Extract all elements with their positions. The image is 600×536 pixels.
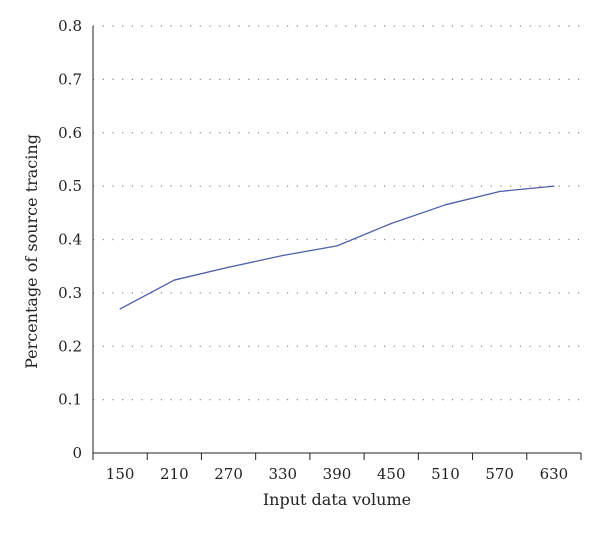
y-tick-label: 0.6 — [58, 124, 82, 142]
y-tick-label: 0.3 — [58, 284, 82, 302]
y-axis-title: Percentage of source tracing — [22, 134, 41, 369]
data-point — [499, 190, 501, 193]
x-tick-label: 570 — [485, 465, 514, 483]
data-point — [227, 266, 230, 268]
data-point — [444, 204, 447, 206]
data-point — [119, 308, 121, 310]
series-layer — [119, 185, 555, 310]
x-tick-label: 150 — [106, 465, 135, 483]
data-point — [282, 254, 284, 257]
y-tick-label: 0.8 — [58, 17, 82, 35]
tick-layer: 0 0.1 0.2 0.3 0.4 0.5 0.6 0.7 0.8 150 210 270 330 390… — [58, 17, 568, 483]
x-axis-title: Input data volume — [263, 490, 411, 509]
x-tick-label: 330 — [268, 465, 297, 483]
x-tick-label: 630 — [540, 465, 569, 483]
grid-layer — [93, 25, 581, 401]
y-tick-label: 0.1 — [58, 391, 82, 409]
x-tick-label: 210 — [160, 465, 189, 483]
data-point — [390, 222, 392, 225]
data-point — [553, 185, 555, 187]
x-tick-label: 450 — [377, 465, 406, 483]
y-tick-label: 0.5 — [58, 177, 82, 195]
data-point — [336, 245, 338, 247]
y-tick-label: 0.4 — [58, 231, 82, 249]
x-tick-label: 270 — [214, 465, 243, 483]
data-point — [173, 279, 175, 281]
y-tick-label: 0.2 — [58, 337, 82, 355]
axis-layer — [92, 26, 582, 460]
y-tick-label: 0 — [72, 444, 82, 462]
series-line-0 — [119, 185, 554, 310]
x-tick-label: 390 — [323, 465, 352, 483]
x-tick-label: 510 — [431, 465, 460, 483]
y-tick-label: 0.7 — [58, 70, 82, 88]
